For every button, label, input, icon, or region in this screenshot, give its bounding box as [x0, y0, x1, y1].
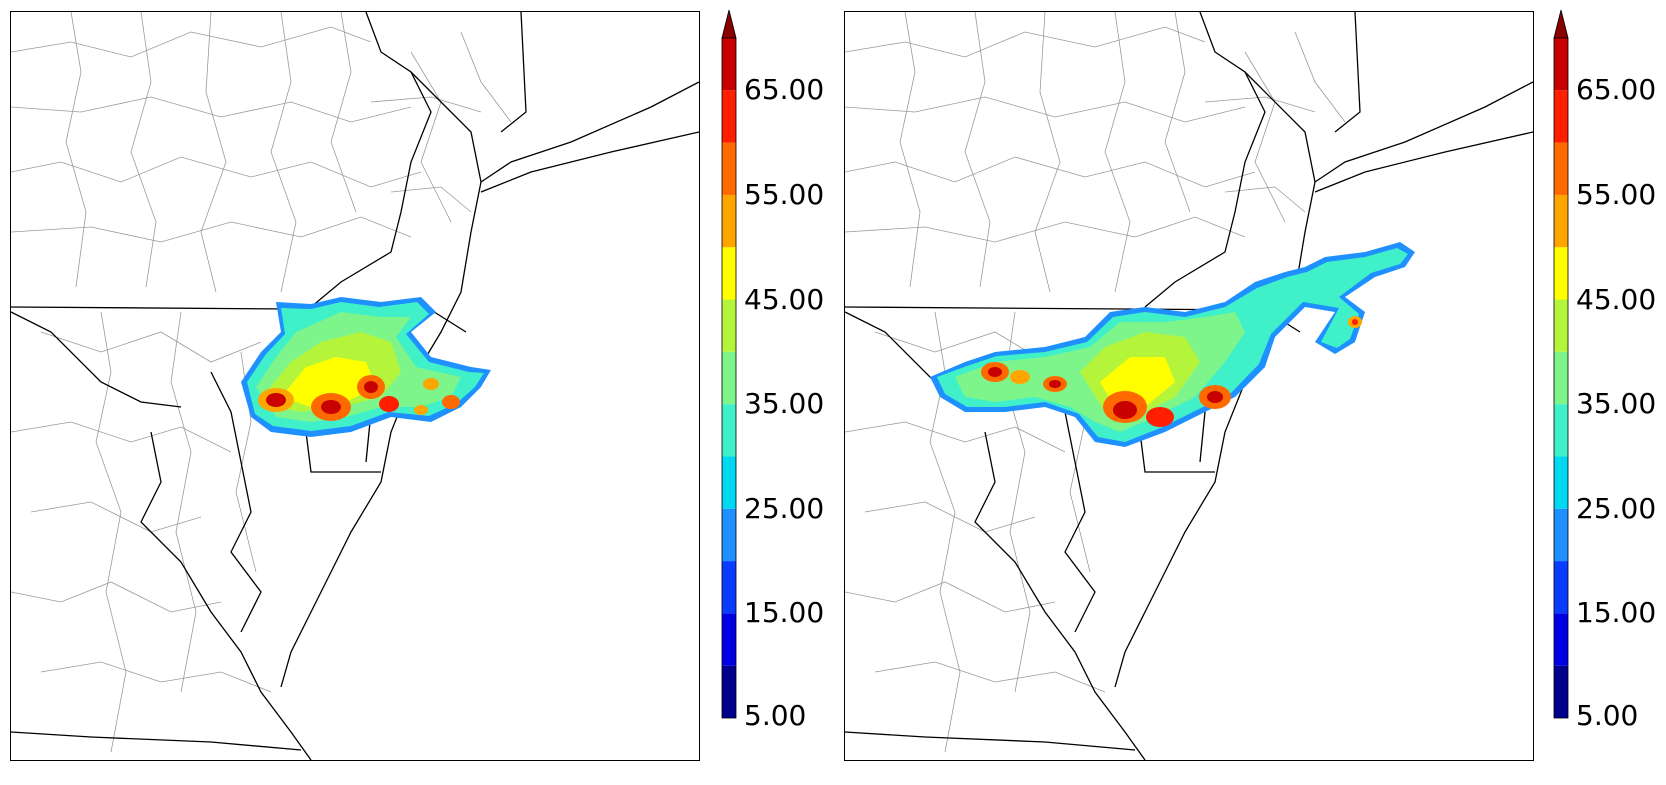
colorbar-band — [722, 299, 736, 352]
colorbar-right-svg — [1553, 9, 1569, 719]
colorbar-outline — [1553, 37, 1569, 719]
precip-field — [930, 242, 1415, 447]
colorbar-tick-label: 65.00 — [1576, 73, 1657, 107]
colorbar-extend-triangle — [1553, 9, 1569, 39]
colorbar-tick-label: 55.00 — [744, 177, 825, 211]
colorbar-outline — [721, 37, 737, 719]
colorbar-band — [1554, 142, 1568, 195]
colorbar-tick-label: 35.00 — [1576, 387, 1657, 421]
colorbar-tick-label: 45.00 — [1576, 282, 1657, 316]
precip-field — [241, 297, 491, 437]
colorbar-band — [1554, 613, 1568, 666]
colorbar-tick-label: 5.00 — [1576, 699, 1639, 732]
colorbar-band — [722, 351, 736, 405]
map-left-svg — [11, 12, 699, 760]
colorbar-tick-label: 5.00 — [744, 699, 807, 732]
colorbar-tick-label: 15.00 — [1576, 596, 1657, 630]
county-borders — [845, 12, 1346, 753]
colorbar-band — [1554, 456, 1568, 509]
colorbar-band — [722, 508, 736, 562]
colorbar-band — [1554, 90, 1568, 143]
colorbar-band — [722, 456, 736, 509]
colorbar-band — [722, 90, 736, 143]
colorbar-band — [1554, 351, 1568, 405]
colorbar-right: 5.00 15.00 25.00 35.00 45.00 55.00 65.00 — [1553, 9, 1656, 762]
colorbar-tick-label: 45.00 — [744, 282, 825, 316]
map-panel-right — [844, 11, 1534, 761]
colorbar-tick-label: 55.00 — [1576, 177, 1657, 211]
colorbar-left: 5.00 15.00 25.00 35.00 45.00 55.00 65.00 — [721, 9, 824, 762]
colorbar-tick-label: 15.00 — [744, 596, 825, 630]
colorbar-band — [722, 561, 736, 614]
map-panel-left — [10, 11, 700, 761]
colorbar-band — [1554, 665, 1568, 718]
colorbar-band — [722, 194, 736, 248]
colorbar-tick-label: 65.00 — [744, 73, 825, 107]
colorbar-band — [722, 142, 736, 195]
colorbar-band — [1554, 38, 1568, 91]
colorbar-band — [722, 665, 736, 718]
county-borders — [11, 12, 512, 753]
colorbar-band — [722, 613, 736, 666]
colorbar-band — [1554, 194, 1568, 248]
colorbar-band — [1554, 561, 1568, 614]
colorbar-band — [1554, 299, 1568, 352]
colorbar-tick-label: 25.00 — [744, 491, 825, 525]
colorbar-tick-label: 25.00 — [1576, 491, 1657, 525]
colorbar-band — [1554, 404, 1568, 457]
map-right-svg — [845, 12, 1533, 760]
colorbar-extend-triangle — [721, 9, 737, 39]
colorbar-band — [1554, 247, 1568, 300]
colorbar-band — [722, 38, 736, 91]
colorbar-band — [722, 404, 736, 457]
colorbar-left-svg — [721, 9, 737, 719]
colorbar-tick-label: 35.00 — [744, 387, 825, 421]
colorbar-band — [1554, 508, 1568, 562]
colorbar-band — [722, 247, 736, 300]
